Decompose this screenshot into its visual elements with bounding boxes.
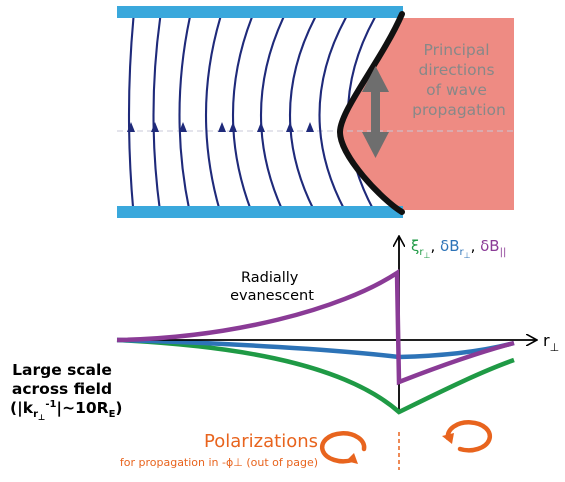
curve-green xyxy=(116,337,515,415)
arrowhead-icon xyxy=(179,122,187,132)
field-arrowheads xyxy=(127,122,314,132)
propagation-label-line: propagation xyxy=(412,101,506,119)
arrowhead-icon xyxy=(306,122,314,132)
curve-purple xyxy=(116,268,515,386)
field-line xyxy=(289,18,319,210)
field-line xyxy=(205,18,224,210)
field-line xyxy=(318,18,350,210)
arrowhead-icon xyxy=(127,122,135,132)
propagation-region xyxy=(340,18,514,210)
double-arrow-icon xyxy=(362,66,389,158)
field-line xyxy=(260,18,287,210)
scale-note: Large scale across field (|kr⊥-1|~10RE) xyxy=(10,361,123,422)
arrowhead-icon xyxy=(257,122,265,132)
propagation-label-line: directions xyxy=(419,61,495,79)
boundary-curve xyxy=(336,11,405,215)
top-boundary-bar xyxy=(117,6,403,18)
propagation-label-line: Principal xyxy=(424,41,490,59)
top-panel: Principal directions of wave propagation xyxy=(117,6,514,218)
scale-note-line2: across field xyxy=(12,380,112,398)
bottom-boundary-bar xyxy=(117,206,403,218)
field-line xyxy=(127,18,136,210)
field-line xyxy=(152,18,163,210)
rotation-right-icon xyxy=(442,420,493,453)
variables-legend: ξr⊥, δBr⊥, δB|| xyxy=(411,237,506,260)
arrowhead-icon xyxy=(218,122,226,132)
polarizations-section: Polarizations for propagation in -ϕ⊥ (ou… xyxy=(120,420,493,470)
field-lines xyxy=(127,18,379,210)
rotation-left-icon xyxy=(319,431,367,464)
curve-blue xyxy=(116,337,515,360)
propagation-label-line: of wave xyxy=(426,81,487,99)
profile-graph: r⊥ ξr⊥, δBr⊥, δB|| Radially evanescent xyxy=(116,237,559,415)
evanescent-annotation: Radially evanescent xyxy=(230,270,314,304)
polarizations-title: Polarizations xyxy=(204,431,318,452)
scale-note-line1: Large scale xyxy=(12,361,112,379)
polarizations-subtitle: for propagation in -ϕ⊥ (out of page) xyxy=(120,456,318,469)
arrowhead-icon xyxy=(286,122,294,132)
propagation-label: Principal directions of wave propagation xyxy=(412,41,506,119)
field-line xyxy=(232,18,255,210)
axis-label-r-perp: r⊥ xyxy=(543,331,559,354)
arrowhead-icon xyxy=(229,122,237,132)
field-line xyxy=(178,18,193,210)
scale-note-line3: (|kr⊥-1|~10RE) xyxy=(10,399,123,422)
arrowhead-icon xyxy=(151,122,159,132)
